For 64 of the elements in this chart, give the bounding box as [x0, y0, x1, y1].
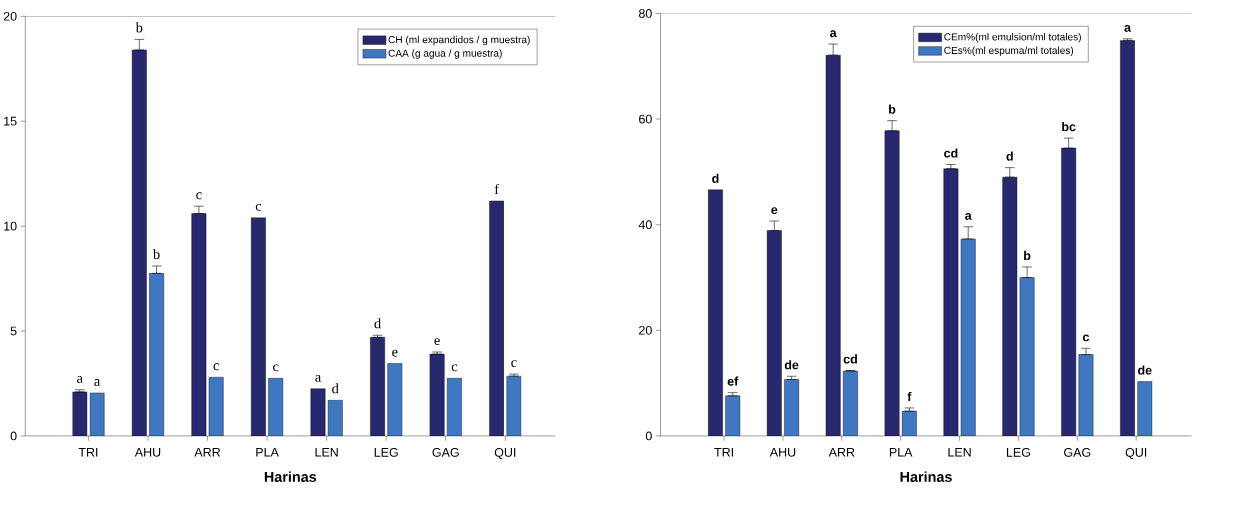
data-label: c — [273, 364, 279, 372]
data-label: b — [1024, 250, 1031, 261]
data-label: c — [511, 360, 517, 368]
x-axis-title: Harinas — [900, 471, 952, 482]
data-label: f — [494, 183, 500, 195]
data-label: c — [1082, 334, 1090, 342]
data-label: bc — [1062, 122, 1076, 132]
y-tick-label: 5 — [10, 326, 17, 336]
data-label: a — [1124, 25, 1132, 32]
x-tick-label: AHU — [134, 447, 161, 457]
data-label: c — [255, 203, 262, 211]
data-label: a — [77, 375, 83, 383]
data-label: c — [213, 363, 219, 371]
data-label: cd — [944, 148, 958, 158]
y-tick-label: 15 — [4, 116, 17, 126]
y-tick-label: 10 — [4, 221, 17, 231]
x-tick-label: GAG — [1064, 447, 1091, 457]
data-label: de — [1138, 365, 1152, 375]
x-tick-label: QUI — [1125, 447, 1147, 460]
y-tick-label: 80 — [638, 9, 652, 18]
data-label: a — [315, 374, 321, 382]
x-tick-label: LEN — [948, 447, 971, 457]
data-label: d — [374, 318, 381, 329]
data-label: a — [830, 30, 837, 38]
x-tick-label: LEG — [1006, 447, 1030, 457]
data-label: cd — [843, 354, 857, 364]
data-label: e — [392, 349, 398, 357]
x-tick-label: LEG — [374, 447, 398, 457]
y-tick-label: 0 — [645, 431, 652, 441]
data-label: c — [451, 364, 458, 372]
y-tick-label: 60 — [639, 114, 652, 124]
y-tick-label: 0 — [10, 431, 17, 441]
data-label: a — [94, 379, 101, 387]
x-tick-label: PLA — [889, 447, 913, 457]
data-label: e — [771, 207, 778, 215]
y-tick-label: 20 — [3, 11, 17, 21]
data-label: b — [153, 248, 160, 260]
data-label: b — [889, 104, 896, 114]
legend-label: CEs%(ml espuma/ml totales) — [944, 46, 1074, 56]
legend-label: CH (ml expandidos / g muestra) — [388, 35, 530, 46]
x-tick-label: PLA — [256, 447, 279, 457]
data-label: f — [907, 392, 912, 402]
x-tick-label: GAG — [432, 447, 459, 457]
data-label: d — [712, 173, 719, 183]
data-label: c — [196, 192, 202, 200]
legend-label: CAA (g agua / g muestra) — [388, 49, 502, 59]
y-tick-label: 40 — [638, 220, 652, 230]
data-label: a — [965, 213, 972, 220]
x-tick-label: LEN — [315, 447, 338, 457]
data-label: d — [1006, 151, 1013, 161]
data-label: de — [784, 360, 799, 370]
y-tick-label: 20 — [639, 325, 652, 335]
data-label: b — [135, 22, 143, 33]
x-tick-label: TRI — [78, 447, 98, 457]
x-axis-title: Harinas — [264, 471, 317, 482]
x-tick-label: ARR — [194, 447, 221, 457]
x-tick-label: ARR — [828, 447, 855, 457]
data-label: d — [332, 383, 339, 394]
data-label: e — [434, 338, 440, 346]
legend-label: CEm%(ml emulsion/ml totales) — [944, 33, 1081, 43]
data-label: ef — [727, 376, 739, 386]
x-tick-label: TRI — [714, 447, 733, 457]
x-tick-label: QUI — [494, 447, 516, 460]
x-tick-label: AHU — [769, 447, 796, 457]
